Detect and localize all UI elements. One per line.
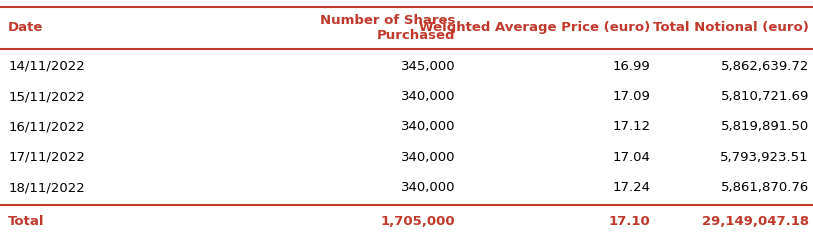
Text: 340,000: 340,000 <box>401 151 455 164</box>
Text: 29,149,047.18: 29,149,047.18 <box>702 215 809 228</box>
Text: 5,862,639.72: 5,862,639.72 <box>720 60 809 73</box>
Text: 15/11/2022: 15/11/2022 <box>8 90 85 103</box>
Text: 17.04: 17.04 <box>612 151 650 164</box>
Text: 17/11/2022: 17/11/2022 <box>8 151 85 164</box>
Text: Date: Date <box>8 21 44 34</box>
Text: 16.99: 16.99 <box>613 60 650 73</box>
Text: Total Notional (euro): Total Notional (euro) <box>653 21 809 34</box>
Text: 17.24: 17.24 <box>612 181 650 194</box>
Text: 1,705,000: 1,705,000 <box>380 215 455 228</box>
Text: 340,000: 340,000 <box>401 120 455 134</box>
Text: Total: Total <box>8 215 45 228</box>
Text: 5,810,721.69: 5,810,721.69 <box>720 90 809 103</box>
Text: 16/11/2022: 16/11/2022 <box>8 120 85 134</box>
Text: 340,000: 340,000 <box>401 181 455 194</box>
Text: 18/11/2022: 18/11/2022 <box>8 181 85 194</box>
Text: 5,819,891.50: 5,819,891.50 <box>720 120 809 134</box>
Text: 17.10: 17.10 <box>609 215 650 228</box>
Text: 5,861,870.76: 5,861,870.76 <box>720 181 809 194</box>
Text: 14/11/2022: 14/11/2022 <box>8 60 85 73</box>
Text: 17.12: 17.12 <box>612 120 650 134</box>
Text: 340,000: 340,000 <box>401 90 455 103</box>
Text: 5,793,923.51: 5,793,923.51 <box>720 151 809 164</box>
Text: 345,000: 345,000 <box>401 60 455 73</box>
Text: Number of Shares
Purchased: Number of Shares Purchased <box>320 14 455 42</box>
Text: Weighted Average Price (euro): Weighted Average Price (euro) <box>420 21 650 34</box>
Text: 17.09: 17.09 <box>612 90 650 103</box>
